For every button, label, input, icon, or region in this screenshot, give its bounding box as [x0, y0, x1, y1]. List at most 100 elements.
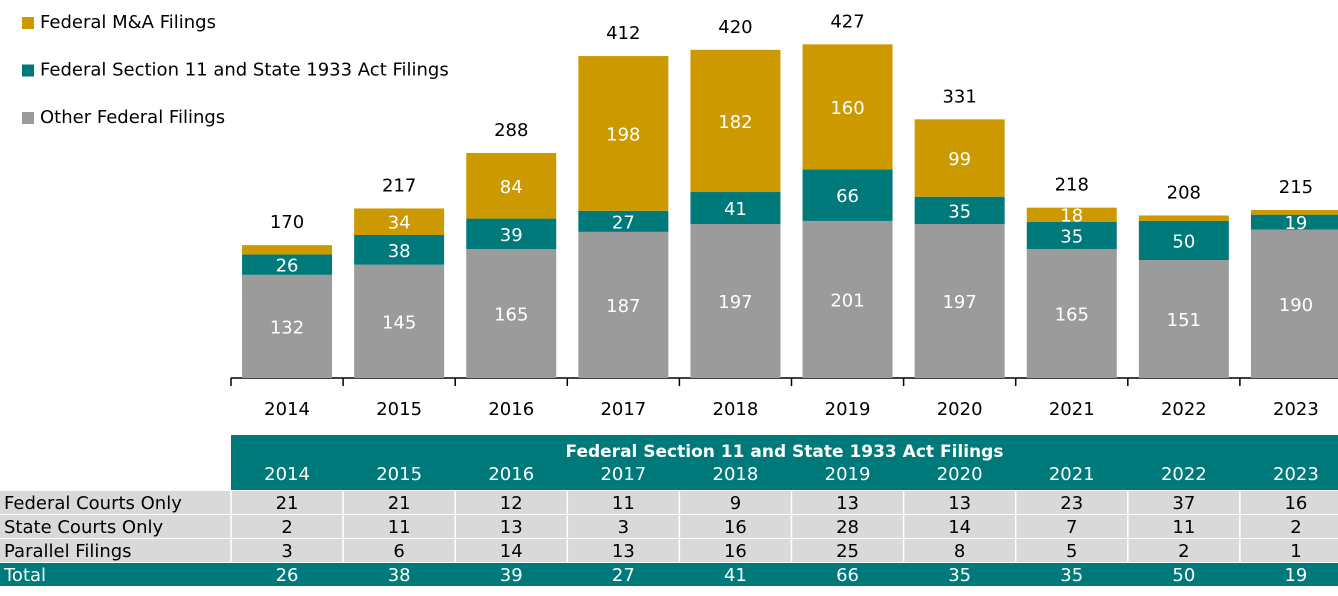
- table-cell: 7: [1066, 517, 1077, 538]
- bar-segment: [354, 264, 445, 378]
- bar-segment: [354, 208, 445, 236]
- bar-segment: [242, 274, 333, 378]
- table-cell: 16: [1284, 493, 1307, 514]
- total-label: 218: [1055, 175, 1089, 196]
- bar-segment: [1250, 214, 1338, 230]
- bar-segment: [1026, 207, 1117, 222]
- table-column-header: 2015: [376, 464, 422, 485]
- table-cell: 13: [948, 493, 971, 514]
- table-cell: 39: [500, 565, 523, 586]
- table-cell: 35: [1060, 565, 1083, 586]
- x-tick-label: 2021: [1049, 399, 1095, 420]
- table-header: [231, 435, 1338, 490]
- bar-value-label: 27: [612, 212, 635, 233]
- table-cell: 5: [1066, 541, 1077, 562]
- bar-value-label: 18: [1060, 206, 1083, 227]
- bar-value-label: 187: [606, 296, 640, 317]
- bar-value-label: 84: [500, 177, 523, 198]
- bar-value-label: 165: [1055, 305, 1089, 326]
- legend-swatch: [22, 112, 34, 124]
- table-cell: 14: [500, 541, 523, 562]
- bar-segment: [466, 218, 557, 250]
- table-row-label: Total: [3, 565, 46, 586]
- table-cell: 11: [388, 517, 411, 538]
- bar-value-label: 145: [382, 312, 416, 333]
- bar-segment: [1026, 221, 1117, 250]
- legend-label: Federal Section 11 and State 1933 Act Fi…: [40, 60, 449, 81]
- table-cell: 21: [388, 493, 411, 514]
- x-tick-label: 2017: [600, 399, 646, 420]
- bar-segment: [466, 152, 557, 219]
- table-row: [0, 491, 1338, 514]
- table-cell: 16: [724, 541, 747, 562]
- x-tick-label: 2020: [937, 399, 983, 420]
- bar-segment: [690, 192, 781, 225]
- table-row-label: Federal Courts Only: [4, 493, 182, 514]
- table-column-header: 2023: [1273, 464, 1319, 485]
- table-cell: 2: [1178, 541, 1189, 562]
- table-cell: 6: [393, 541, 404, 562]
- table-cell: 28: [836, 517, 859, 538]
- table-cell: 23: [1060, 493, 1083, 514]
- bar-segment: [802, 169, 893, 221]
- bar-segment: [802, 44, 893, 170]
- bar-segment: [1138, 215, 1229, 221]
- bar-value-label: 198: [606, 124, 640, 145]
- bar-segment: [1250, 229, 1338, 378]
- table-column-header: 2022: [1161, 464, 1207, 485]
- total-label: 217: [382, 175, 416, 196]
- table-cell: 41: [724, 565, 747, 586]
- table-cell: 9: [730, 493, 741, 514]
- x-tick-label: 2018: [713, 399, 759, 420]
- bar-segment: [466, 249, 557, 378]
- bar-value-label: 151: [1167, 310, 1201, 331]
- bar-segment: [1250, 210, 1338, 215]
- table-cell: 13: [612, 541, 635, 562]
- total-label: 170: [270, 212, 304, 233]
- bar-segment: [690, 224, 781, 378]
- table-cell: 8: [954, 541, 965, 562]
- table-column-header: 2017: [600, 464, 646, 485]
- table-column-header: 2014: [264, 464, 310, 485]
- bar-value-label: 99: [948, 149, 971, 170]
- bar-value-label: 201: [830, 290, 864, 311]
- table-row: [0, 563, 1338, 586]
- bar-value-label: 34: [388, 213, 411, 234]
- total-label: 331: [942, 86, 976, 107]
- bar-value-label: 197: [942, 292, 976, 313]
- total-label: 412: [606, 23, 640, 44]
- table-column-header: 2018: [713, 464, 759, 485]
- table-cell: 13: [836, 493, 859, 514]
- table-cell: 19: [1284, 565, 1307, 586]
- bar-segment: [1138, 220, 1229, 261]
- bar-segment: [578, 56, 669, 211]
- x-tick-label: 2015: [376, 399, 422, 420]
- bar-segment: [914, 224, 1005, 378]
- x-tick-label: 2016: [488, 399, 534, 420]
- table-cell: 25: [836, 541, 859, 562]
- bar-value-label: 50: [1172, 231, 1195, 252]
- bar-value-label: 35: [1060, 226, 1083, 247]
- total-label: 427: [830, 11, 864, 32]
- bar-segment: [354, 235, 445, 265]
- bar-segment: [914, 196, 1005, 225]
- table-cell: 1: [1290, 541, 1301, 562]
- table-row: [0, 515, 1338, 538]
- bar-segment: [802, 220, 893, 378]
- table-cell: 16: [724, 517, 747, 538]
- x-tick-label: 2023: [1273, 399, 1319, 420]
- bar-value-label: 35: [948, 201, 971, 222]
- bar-value-label: 66: [836, 186, 859, 207]
- total-label: 215: [1279, 177, 1313, 198]
- table-cell: 11: [612, 493, 635, 514]
- total-label: 420: [718, 17, 752, 38]
- table-cell: 26: [276, 565, 299, 586]
- table-cell: 2: [281, 517, 292, 538]
- table-cell: 66: [836, 565, 859, 586]
- table-cell: 13: [500, 517, 523, 538]
- bar-segment: [914, 119, 1005, 197]
- bar-value-label: 132: [270, 317, 304, 338]
- bar-segment: [242, 254, 333, 275]
- table-column-header: 2020: [937, 464, 983, 485]
